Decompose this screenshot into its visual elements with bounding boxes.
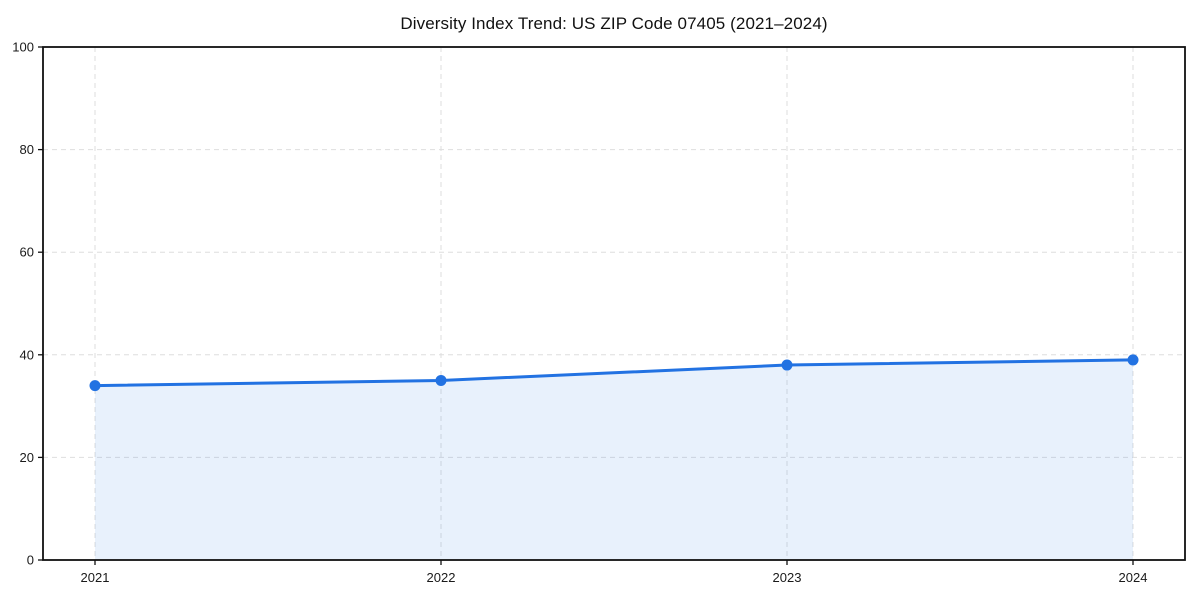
y-tick-label: 100 <box>12 40 34 55</box>
trend-line <box>93 358 1135 388</box>
axes-frame-layer <box>38 46 1186 565</box>
x-tick-label: 2022 <box>427 570 456 585</box>
data-point-2021 <box>89 380 101 392</box>
area-fill <box>95 359 1133 560</box>
x-tick-label: 2023 <box>773 570 802 585</box>
data-point-2023 <box>781 359 793 371</box>
y-tick-label: 40 <box>20 347 34 362</box>
x-tick-label: 2021 <box>81 570 110 585</box>
data-point-2024 <box>1127 354 1139 366</box>
data-point-2022 <box>435 374 447 386</box>
y-tick-label: 80 <box>20 142 34 157</box>
y-tick-label: 20 <box>20 450 34 465</box>
chart-title: Diversity Index Trend: US ZIP Code 07405… <box>400 14 828 33</box>
area-fill-layer <box>95 359 1133 560</box>
tick-label-layer: 0 20 40 60 80 100 2021 2022 2023 2024 <box>12 40 1147 586</box>
trend-line-layer <box>89 354 1139 392</box>
plot-frame <box>42 46 1186 561</box>
y-tick-label: 0 <box>27 553 34 568</box>
y-tick-label: 60 <box>20 245 34 260</box>
x-tick-label: 2024 <box>1119 570 1148 585</box>
